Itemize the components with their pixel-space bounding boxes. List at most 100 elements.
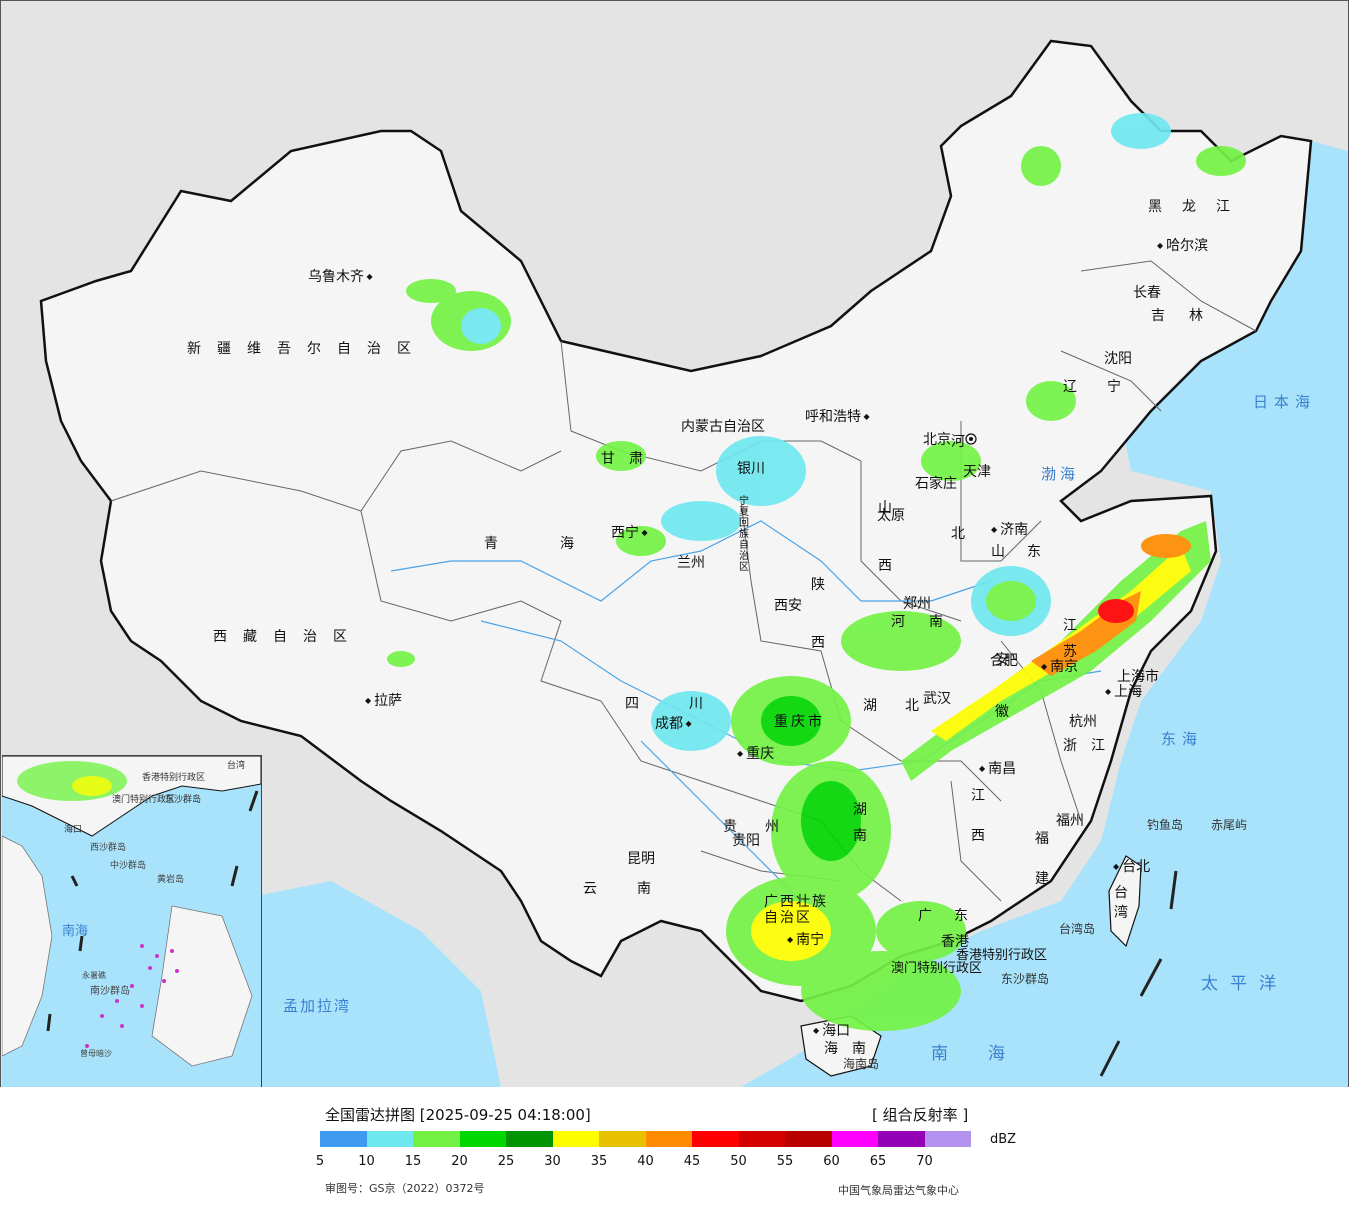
- province-label-yunnan: 云南: [583, 881, 691, 897]
- province-label-chongqing: 重庆市: [774, 714, 825, 730]
- city-xian: 西安: [774, 598, 802, 614]
- south-sea-inset: 南海 西沙群岛 中沙群岛 黄岩岛 南沙群岛 永暑礁 曾母暗沙 香港特别行政区 澳…: [2, 755, 262, 1087]
- province-label-xizang: 西藏自治区: [213, 629, 363, 645]
- legend-color-bar: [320, 1131, 971, 1147]
- province-label-hainan: 海南: [824, 1041, 880, 1057]
- province-label-hk: 香港特别行政区: [956, 948, 1048, 963]
- legend-tick-label: 50: [730, 1154, 747, 1169]
- legend-tick-label: 65: [869, 1154, 887, 1169]
- province-label-anhui: 安徽: [995, 652, 1009, 720]
- sea-east: 东海: [1161, 730, 1204, 748]
- city-wuhan: 武汉: [923, 691, 951, 707]
- province-label-jilin: 吉林: [1151, 308, 1227, 324]
- province-label-guangdong: 广东: [918, 908, 990, 924]
- legend-swatch: [413, 1131, 460, 1147]
- city-changchun: 长春: [1133, 285, 1161, 301]
- city-nanning: 南宁: [787, 932, 824, 948]
- island-chiwei: 赤尾屿: [1211, 818, 1248, 832]
- legend-swatch: [366, 1131, 413, 1147]
- legend-tick-label: 25: [497, 1154, 515, 1169]
- city-kunming: 昆明: [627, 851, 655, 867]
- map-approval-number: 审图号：GS京（2022）0372号: [325, 1182, 485, 1195]
- sea-bohai: 渤海: [1041, 465, 1080, 483]
- city-haikou: 海口: [813, 1023, 850, 1039]
- island-diaoyu: 钓鱼岛: [1147, 818, 1184, 832]
- legend-tick-label: 5: [315, 1154, 325, 1169]
- inset-canvas: [2, 756, 261, 1067]
- legend-tick-label: 70: [916, 1154, 933, 1169]
- city-hohhot: 呼和浩特: [805, 409, 870, 425]
- inset-yongshu: 永暑礁: [82, 971, 106, 980]
- east-sea-area: [741, 141, 1348, 1087]
- inset-huangyan: 黄岩岛: [157, 875, 185, 885]
- city-taiyuan: 太原: [877, 508, 905, 524]
- legend-swatch: [506, 1131, 553, 1147]
- province-label-liaoning: 辽宁: [1063, 379, 1151, 395]
- province-label-guangxi: 广西壮族自治区: [764, 894, 828, 926]
- city-urumqi: 乌鲁木齐: [308, 269, 373, 285]
- island-dongsha: 东沙群岛: [1001, 972, 1050, 986]
- city-fuzhou: 福州: [1056, 813, 1084, 829]
- inset-nansha: 南沙群岛: [90, 986, 130, 997]
- province-label-shaanxi: 陕西: [811, 577, 825, 651]
- inset-xisha: 西沙群岛: [90, 843, 127, 853]
- sea-pacific: 太平洋: [1201, 974, 1288, 994]
- island-hainan: 海南岛: [843, 1057, 880, 1071]
- legend-swatch: [692, 1131, 739, 1147]
- city-lhasa: 拉萨: [365, 693, 402, 709]
- city-xining: 西宁: [611, 525, 648, 541]
- legend-swatch: [738, 1131, 785, 1147]
- province-label-macau: 澳门特别行政区: [891, 961, 983, 976]
- legend-tick-label: 10: [358, 1154, 375, 1169]
- province-label-jiangxi: 江西: [971, 788, 985, 844]
- city-chengdu: 成都: [655, 716, 692, 732]
- legend-swatch: [320, 1131, 367, 1147]
- legend-tick-label: 15: [404, 1154, 422, 1169]
- bengal-area: [231, 881, 501, 1087]
- radar-map: 新疆维吾尔自治区 西藏自治区 青海 甘肃 内蒙古自治区 黑龙江 吉林 辽宁 河北…: [0, 0, 1349, 1088]
- province-label-fujian: 福建: [1035, 831, 1049, 887]
- city-nanjing: 南京: [1041, 659, 1078, 675]
- inset-zhongsha: 中沙群岛: [110, 861, 147, 871]
- legend-product: [ 组合反射率 ]: [872, 1106, 969, 1124]
- city-nanchang: 南昌: [979, 761, 1016, 777]
- city-guiyang: 贵阳: [732, 833, 760, 849]
- inset-hk: 香港特别行政区: [142, 773, 206, 783]
- legend-swatch: [645, 1131, 692, 1147]
- city-hangzhou: 杭州: [1069, 714, 1097, 730]
- legend-tick-label: 20: [451, 1154, 468, 1169]
- province-label-shanghai: 上海市: [1117, 669, 1159, 685]
- inset-dongsha: 东沙群岛: [165, 795, 202, 805]
- legend-swatch: [599, 1131, 646, 1147]
- inset-taiwan: 台湾: [227, 761, 246, 771]
- city-taipei: 台北: [1113, 859, 1150, 875]
- province-label-neimenggu: 内蒙古自治区: [681, 419, 765, 435]
- city-hefei: 合肥: [990, 653, 1018, 669]
- province-label-jiangsu: 江苏: [1063, 618, 1077, 660]
- legend-title: 全国雷达拼图 [2025-09-25 04:18:00]: [325, 1106, 591, 1124]
- province-label-taiwan: 台湾: [1114, 885, 1128, 921]
- legend-swatch: [878, 1131, 925, 1147]
- city-chongqing: 重庆: [737, 746, 774, 762]
- sea-japan: 日本海: [1253, 393, 1317, 411]
- city-zhengzhou: 郑州: [903, 596, 931, 612]
- city-harbin: 哈尔滨: [1157, 238, 1208, 254]
- legend-swatch: [785, 1131, 832, 1147]
- province-label-hubei: 湖北: [863, 698, 947, 714]
- legend-tick-label: 55: [776, 1154, 794, 1169]
- capital-marker: [965, 433, 977, 445]
- province-label-zhejiang: 浙江: [1063, 738, 1119, 754]
- province-label-henan: 河南: [891, 614, 967, 630]
- inset-macau: 澳门特别行政区: [112, 795, 176, 805]
- data-source: 中国气象局雷达气象中心: [838, 1184, 959, 1197]
- province-label-xinjiang: 新疆维吾尔自治区: [187, 341, 427, 357]
- legend-tick-label: 30: [544, 1154, 561, 1169]
- legend-tick-label: 60: [823, 1154, 840, 1169]
- legend-unit: dBZ: [990, 1132, 1017, 1147]
- sea-south: 南海: [931, 1044, 1045, 1064]
- province-label-hebei: 河北: [951, 434, 965, 542]
- province-label-guizhou: 贵州: [723, 819, 807, 835]
- province-label-ningxia: 宁夏回族自治区: [739, 496, 749, 573]
- province-label-gansu: 甘肃: [601, 451, 657, 467]
- sea-bengal: 孟加拉湾: [283, 997, 352, 1015]
